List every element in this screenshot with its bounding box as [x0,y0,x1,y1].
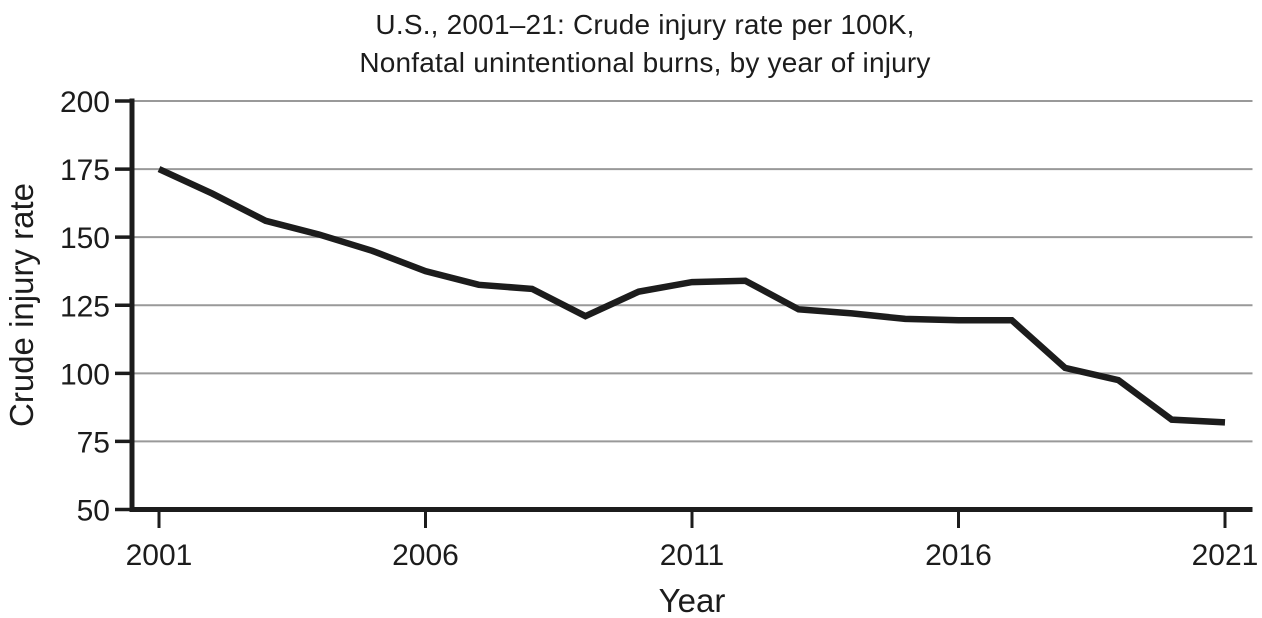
y-tick-label: 75 [77,426,110,459]
trend-line [157,166,1226,426]
y-tick-label: 150 [60,222,110,255]
y-tick-label: 50 [77,495,110,528]
x-axis-label: Year [658,582,726,618]
chart-title: U.S., 2001–21: Crude injury rate per 100… [28,6,1262,82]
x-tick-label: 2011 [660,539,725,572]
x-tick-label: 2001 [126,539,193,572]
chart-title-line-1: U.S., 2001–21: Crude injury rate per 100… [375,9,915,40]
x-tick-label: 2006 [392,539,459,572]
x-tick-label: 2016 [925,539,992,572]
y-tick-label: 175 [60,154,110,187]
y-tick-label: 125 [60,290,110,323]
y-tick-label: 100 [60,358,110,391]
x-tick-label: 2021 [1192,539,1259,572]
y-tick-label: 200 [60,86,110,119]
chart-title-line-2: Nonfatal unintentional burns, by year of… [359,47,931,78]
